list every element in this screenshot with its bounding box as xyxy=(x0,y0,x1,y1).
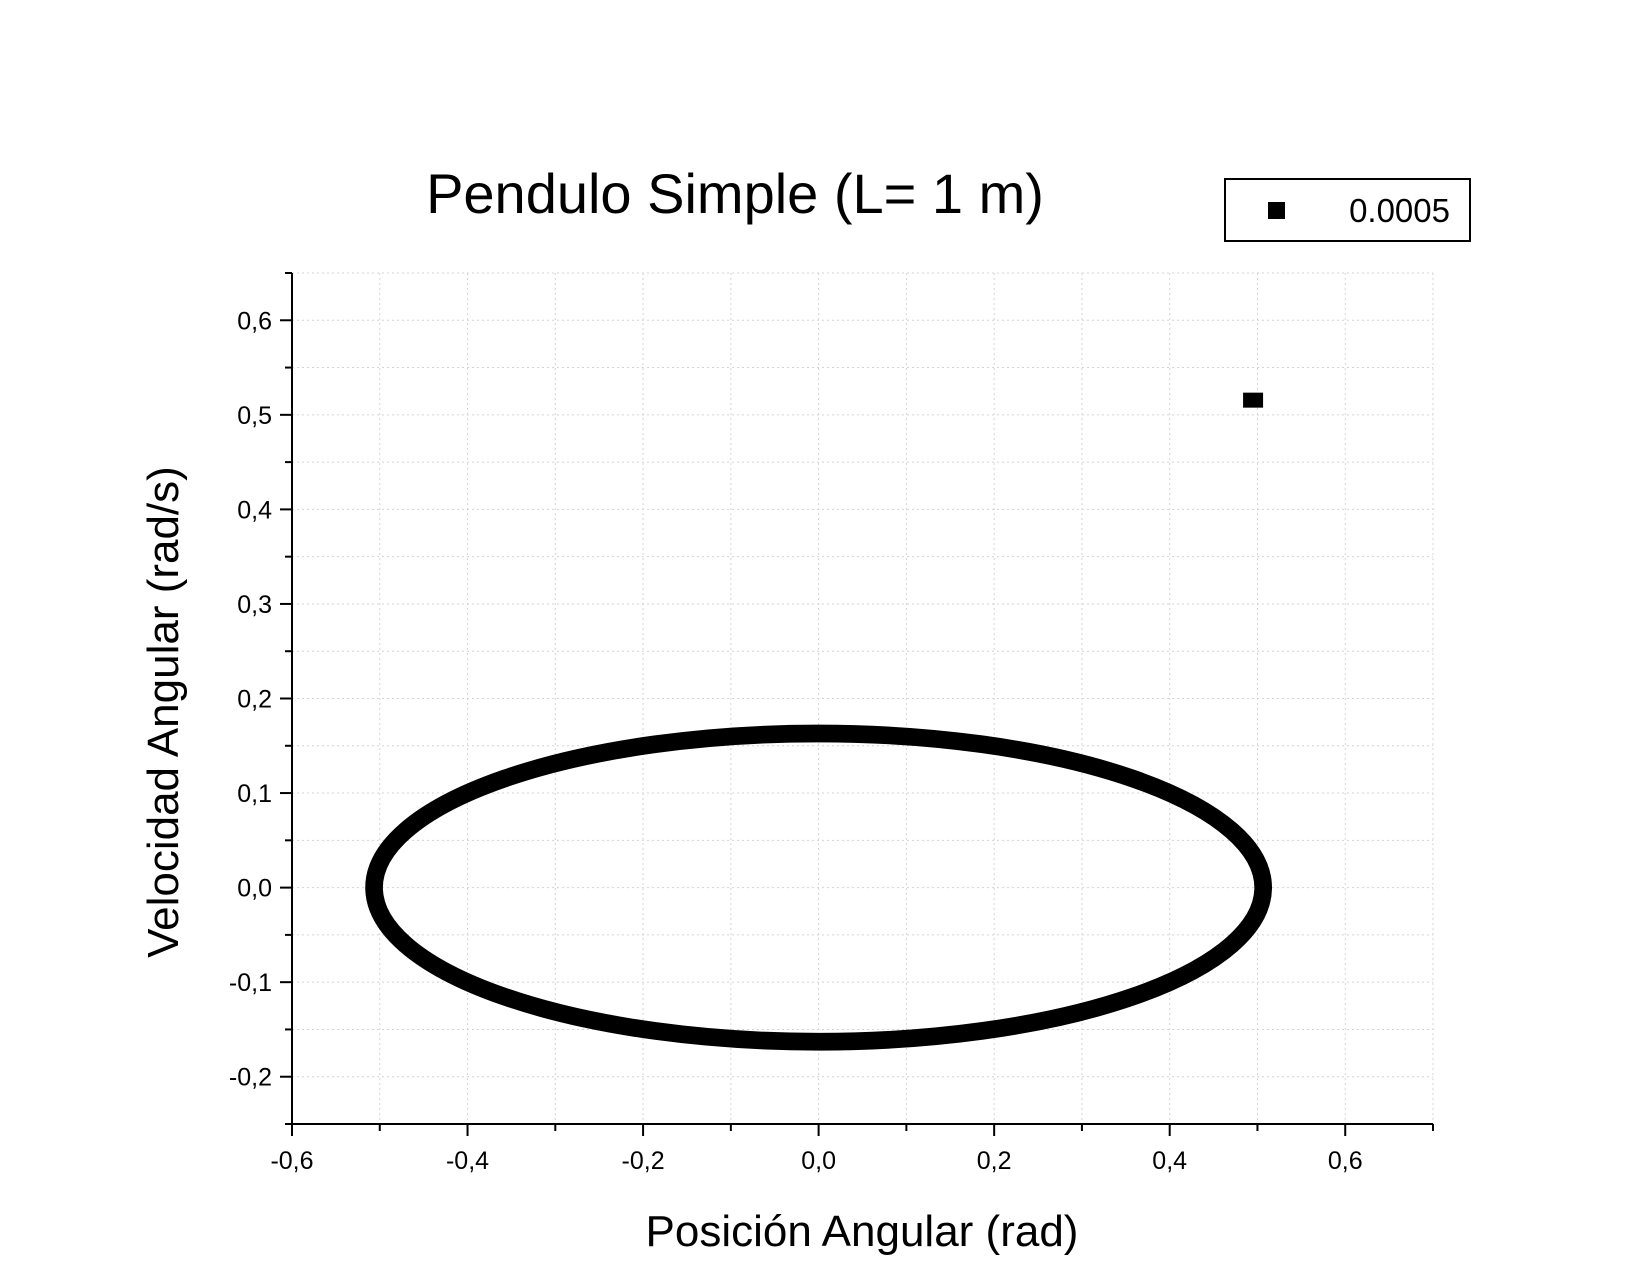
legend-label-series-1: 0.0005 xyxy=(1349,192,1450,229)
legend-box xyxy=(1224,178,1471,242)
y-tick-label: 0,1 xyxy=(237,780,272,808)
y-axis-title: Velocidad Angular (rad/s) xyxy=(139,466,188,958)
y-tick-label: -0,1 xyxy=(229,969,272,997)
y-tick-label: -0,2 xyxy=(229,1064,272,1092)
legend-marker xyxy=(1268,202,1285,219)
chart-title: Pendulo Simple (L= 1 m) xyxy=(426,162,1044,225)
legend: 0.0005 xyxy=(1224,178,1471,242)
x-tick-label: -0,2 xyxy=(622,1147,665,1175)
x-tick-label: 0,6 xyxy=(1328,1147,1363,1175)
x-tick-label: -0,6 xyxy=(270,1147,313,1175)
x-tick-label: 0,0 xyxy=(801,1147,836,1175)
data-layer xyxy=(365,392,1272,1051)
y-tick-label: 0,4 xyxy=(237,496,272,524)
series-trajectory xyxy=(365,724,1272,1051)
x-tick-label: -0,4 xyxy=(446,1147,489,1175)
data-point-isolated xyxy=(1243,392,1264,408)
y-tick-label: 0,0 xyxy=(237,875,272,903)
y-tick-label: 0,6 xyxy=(237,307,272,335)
y-tick-label: 0,5 xyxy=(237,402,272,430)
x-axis-title: Posición Angular (rad) xyxy=(646,1207,1079,1256)
y-tick-label: 0,2 xyxy=(237,686,272,714)
y-tick-label: 0,3 xyxy=(237,591,272,619)
x-tick-label: 0,4 xyxy=(1152,1147,1187,1175)
axes: -0,6 -0,4 -0,2 0,0 0,2 0,4 0,6 -0,2 -0,1 0,0 0,1 0,… xyxy=(229,272,1434,1175)
x-tick-label: 0,2 xyxy=(977,1147,1012,1175)
